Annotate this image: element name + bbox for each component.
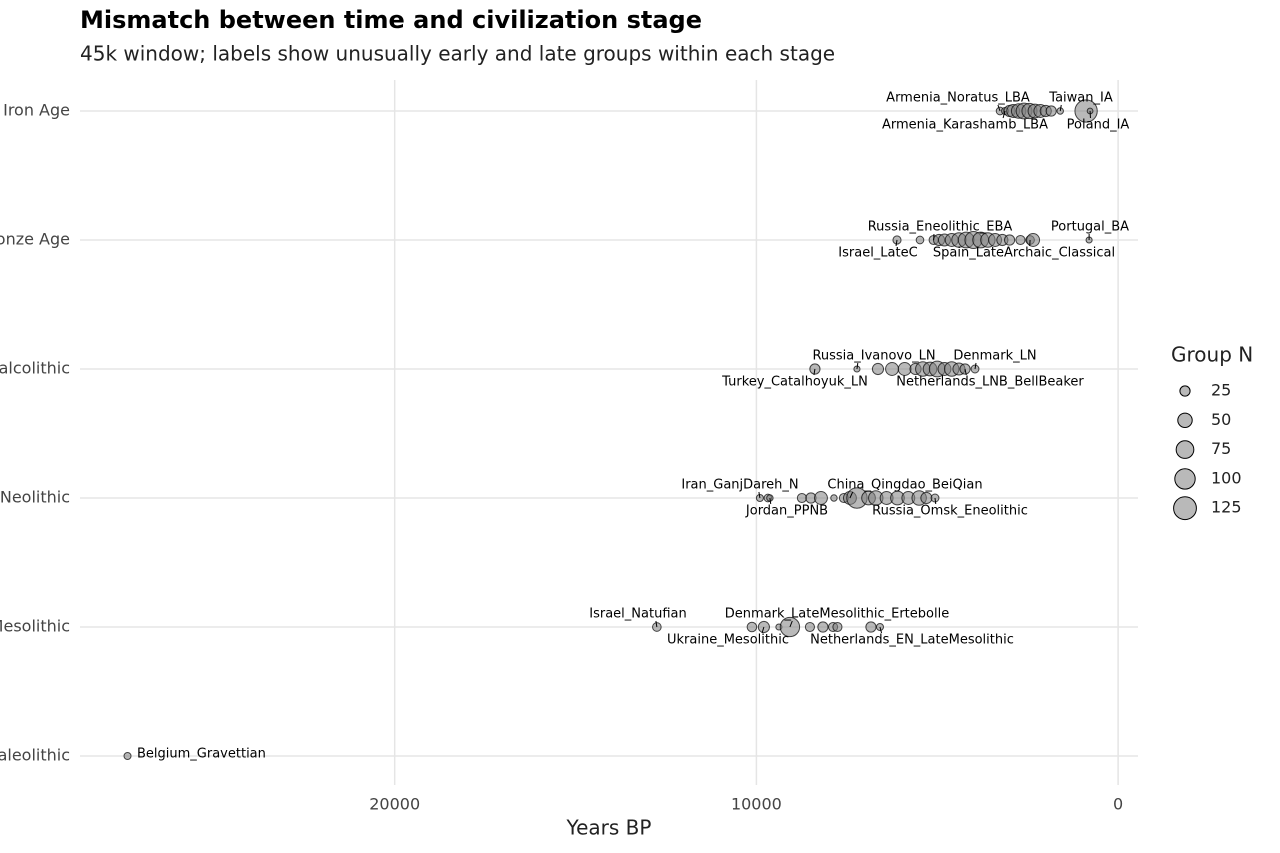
- point-label: Ukraine_Mesolithic: [667, 633, 789, 648]
- legend: 25 50 75 100 125: [1173, 381, 1242, 521]
- point-label: Denmark_LN: [953, 349, 1036, 364]
- leader-line: [789, 620, 793, 628]
- point: [832, 621, 843, 633]
- point: [915, 235, 925, 245]
- point-label: Spain_LateArchaic_Classical: [933, 246, 1115, 261]
- point: [830, 494, 838, 502]
- point: [817, 621, 829, 633]
- point: [865, 621, 877, 633]
- point-label: China_Qingdao_BeiQian: [827, 478, 982, 493]
- point-label: Belgium_Gravettian: [137, 747, 266, 762]
- leader-line: [761, 626, 765, 634]
- grid: [80, 80, 1138, 785]
- chart-title: Mismatch between time and civilization s…: [80, 6, 702, 34]
- points: [123, 99, 1098, 761]
- point-label: Poland_IA: [1067, 118, 1130, 133]
- point-label: Denmark_LateMesolithic_Ertebolle: [725, 607, 949, 622]
- y-tick-label: Neolithic: [0, 488, 70, 507]
- x-axis-label: Years BP: [566, 816, 652, 840]
- leader-line: [769, 497, 772, 505]
- point-label: Netherlands_EN_LateMesolithic: [810, 633, 1014, 648]
- point-label: Portugal_BA: [1051, 220, 1129, 235]
- y-tick-label: Bronze Age: [0, 230, 70, 249]
- point: [804, 621, 815, 633]
- point-label: Armenia_Karashamb_LBA: [882, 118, 1048, 133]
- point-label: Russia_Ivanovo_LN: [812, 349, 935, 364]
- y-tick-label: Chalcolithic: [0, 359, 70, 378]
- legend-symbol: [1175, 440, 1195, 459]
- x-tick-label: 10000: [731, 795, 782, 814]
- point: [1045, 105, 1057, 117]
- legend-label: 75: [1211, 439, 1231, 458]
- leader-line: [758, 491, 761, 499]
- point-label: Russia_Omsk_Eneolithic: [872, 504, 1028, 519]
- chart-subtitle: 45k window; labels show unusually early …: [80, 42, 835, 66]
- leader-line: [879, 626, 883, 634]
- point: [871, 362, 885, 376]
- point-label: Israel_Natufian: [589, 607, 686, 622]
- point-label: Israel_LateC: [838, 246, 917, 261]
- legend-label: 125: [1211, 498, 1242, 517]
- legend-label: 25: [1211, 381, 1231, 400]
- leader-line: [1002, 110, 1006, 119]
- legend-symbol: [1177, 412, 1193, 429]
- leader-line: [964, 368, 967, 376]
- point: [746, 621, 758, 633]
- leader-line: [895, 239, 898, 247]
- point: [814, 491, 828, 505]
- y-tick-label: Paleolithic: [0, 746, 70, 765]
- legend-symbol: [1179, 385, 1191, 397]
- point-label: Armenia_Noratus_LBA: [886, 91, 1030, 106]
- point-label: Russia_Eneolithic_EBA: [868, 220, 1013, 235]
- x-tick-label: 0: [1113, 795, 1123, 814]
- leader-line: [856, 362, 859, 370]
- leader-line: [813, 368, 816, 376]
- point: [796, 492, 807, 504]
- point-label: Jordan_PPNB: [745, 504, 828, 519]
- point-label: Taiwan_IA: [1048, 91, 1113, 106]
- leader-line: [655, 620, 658, 628]
- legend-label: 100: [1211, 468, 1242, 487]
- point: [123, 751, 132, 761]
- leader-line: [1059, 104, 1062, 112]
- legend-symbol: [1173, 496, 1197, 521]
- point: [1003, 234, 1016, 246]
- x-tick-label: 20000: [369, 795, 420, 814]
- leader-line: [974, 362, 977, 370]
- legend-symbol: [1174, 468, 1196, 490]
- point-label: Iran_GanjDareh_N: [681, 478, 798, 493]
- point-label: Netherlands_LNB_BellBeaker: [896, 375, 1084, 390]
- leader-line: [934, 497, 937, 505]
- point-label: Turkey_Catalhoyuk_LN: [721, 375, 868, 390]
- leader-line: [849, 491, 854, 499]
- point: [1015, 234, 1026, 246]
- legend-title: Group N: [1171, 343, 1253, 367]
- legend-label: 50: [1211, 410, 1231, 429]
- y-tick-label: Mesolithic: [0, 617, 70, 636]
- point: [920, 491, 933, 505]
- y-tick-label: Iron Age: [3, 101, 70, 120]
- labels: Armenia_Noratus_LBA Armenia_Karashamb_LBA…: [137, 91, 1129, 762]
- leader-line: [997, 104, 1001, 112]
- point: [1074, 99, 1098, 123]
